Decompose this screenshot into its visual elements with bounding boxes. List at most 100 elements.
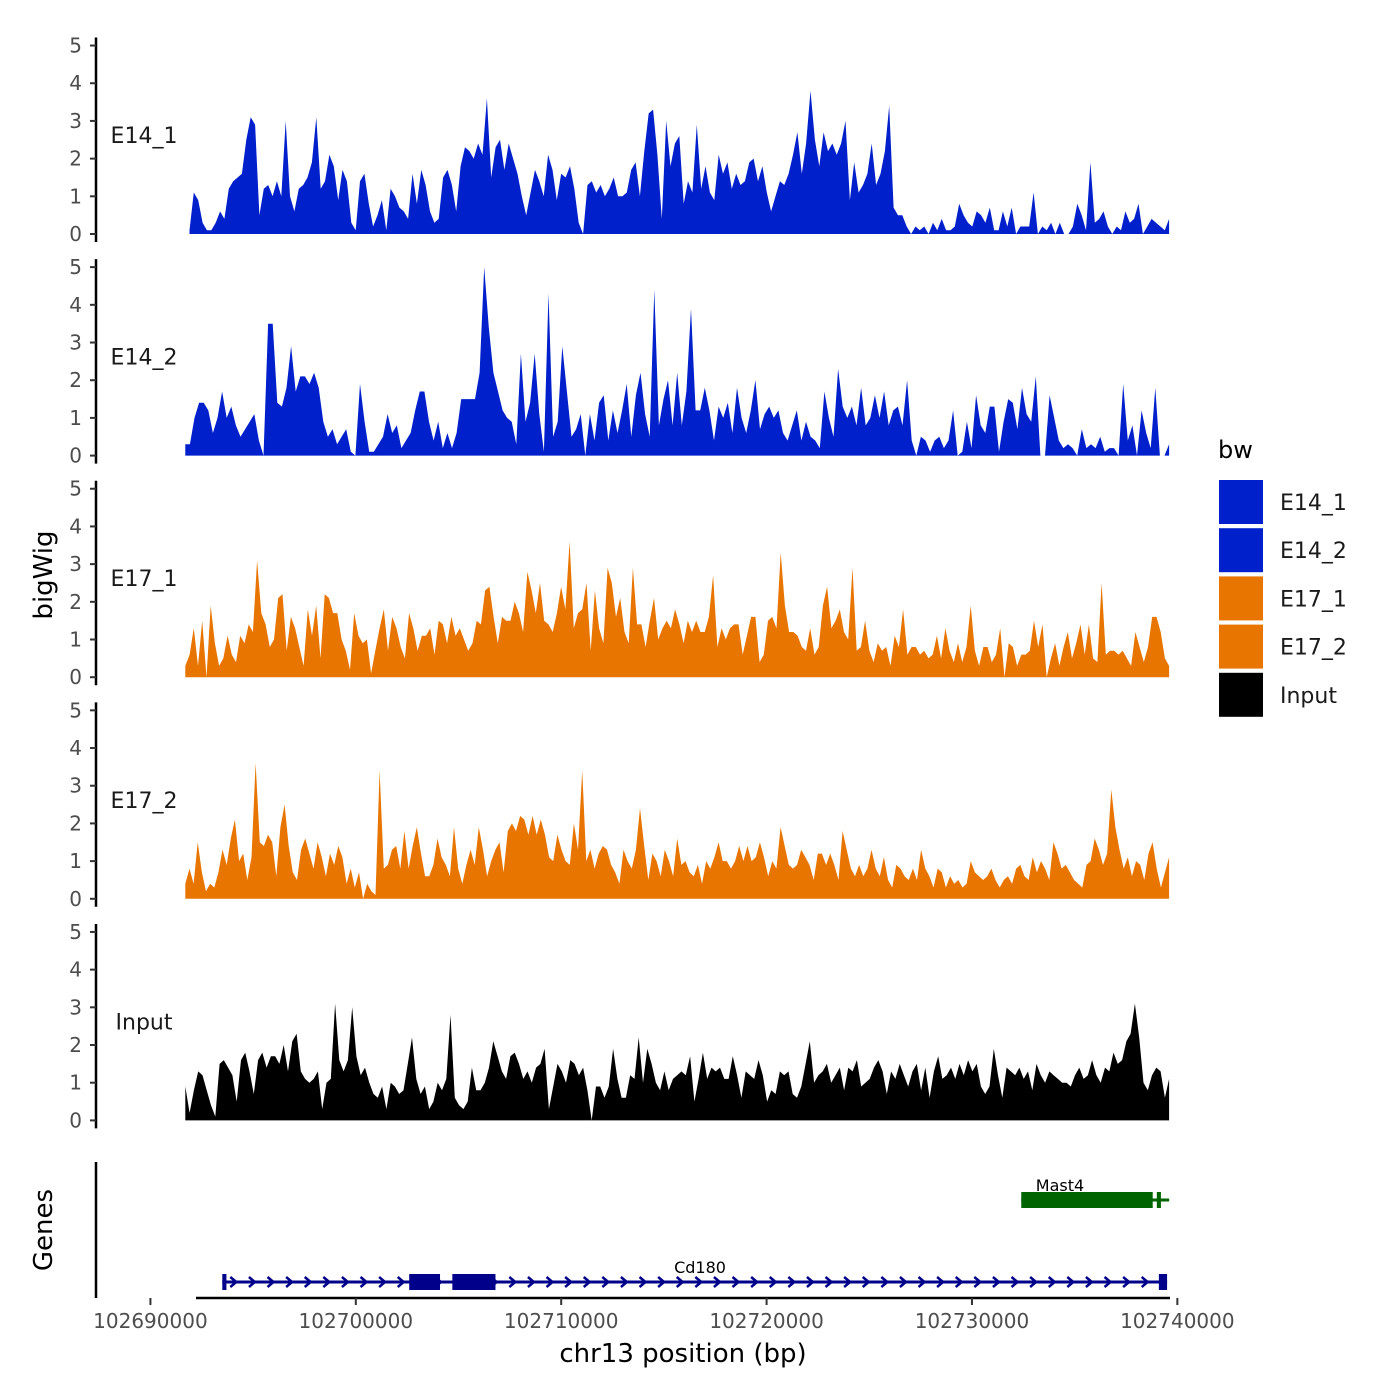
exon-block xyxy=(222,1274,227,1290)
strand-arrow-icon xyxy=(1085,1276,1094,1288)
y-tick-label: 5 xyxy=(69,255,82,279)
strand-arrow-icon xyxy=(564,1276,574,1288)
coverage-area-E17_1 xyxy=(185,541,1170,678)
exon-block xyxy=(409,1274,441,1290)
legend-label: E14_1 xyxy=(1280,491,1347,516)
strand-arrow-icon xyxy=(1066,1276,1076,1288)
gene-models: Cd180 Mast4 xyxy=(222,1176,1170,1290)
strand-arrow-icon xyxy=(620,1276,629,1288)
coverage-area-E14_2 xyxy=(185,267,1170,456)
legend-label: E17_1 xyxy=(1280,587,1347,612)
y-axis-title: bigWig xyxy=(29,530,59,619)
strand-arrow-icon xyxy=(582,1276,592,1288)
legend-item-E17_2: E17_2 xyxy=(1219,624,1347,669)
strand-arrow-icon xyxy=(843,1276,853,1288)
strand-arrow-icon xyxy=(359,1276,369,1288)
legend-label: Input xyxy=(1280,684,1337,709)
y-tick-label: 4 xyxy=(69,736,82,760)
strand-arrow-icon xyxy=(341,1276,350,1288)
y-tick-label: 2 xyxy=(69,811,82,835)
y-tick-label: 3 xyxy=(69,774,82,798)
track-E14_1: 0 1 2 3 4 5 E14_1 xyxy=(69,34,1170,246)
y-tick-label: 4 xyxy=(69,71,82,95)
strand-arrow-icon xyxy=(731,1276,741,1288)
strand-arrow-icon xyxy=(248,1276,257,1288)
gene-label-Mast4: Mast4 xyxy=(1036,1176,1084,1195)
legend-item-E14_2: E14_2 xyxy=(1219,528,1347,573)
track-label-E17_1: E17_1 xyxy=(111,567,178,592)
coverage-area-E14_1 xyxy=(189,90,1170,234)
y-tick-label: 2 xyxy=(69,368,82,392)
strand-arrow-icon xyxy=(527,1276,536,1288)
strand-arrow-icon xyxy=(1029,1276,1039,1288)
legend-item-E17_1: E17_1 xyxy=(1219,576,1347,621)
strand-arrow-icon xyxy=(861,1276,871,1288)
y-tick-label: 4 xyxy=(69,293,82,317)
gene-Mast4: Mast4 xyxy=(1021,1176,1170,1208)
strand-arrow-icon xyxy=(880,1276,890,1288)
gene-Cd180: Cd180 xyxy=(222,1258,1168,1290)
legend-items: E14_1 E14_2 E17_1 E17_2 Input xyxy=(1219,480,1347,717)
legend-swatch xyxy=(1219,528,1263,573)
track-label-E14_1: E14_1 xyxy=(111,124,178,149)
strand-arrow-icon xyxy=(806,1276,815,1288)
strand-arrow-icon xyxy=(899,1276,908,1288)
y-tick-label: 4 xyxy=(69,958,82,982)
y-tick-label: 5 xyxy=(69,920,82,944)
genes-panel: Genes Cd180 Mast4 xyxy=(29,1162,1170,1298)
coverage-area-E17_2 xyxy=(185,763,1170,899)
y-tick-label: 5 xyxy=(69,477,82,501)
strand-arrow-icon xyxy=(396,1276,406,1288)
y-tick-label: 4 xyxy=(69,514,82,538)
y-tick-label: 1 xyxy=(69,1071,82,1095)
strand-arrow-icon xyxy=(303,1276,313,1288)
strand-arrow-icon xyxy=(657,1276,667,1288)
y-tick-label: 2 xyxy=(69,147,82,171)
track-E17_2: 0 1 2 3 4 5 E17_2 xyxy=(69,698,1170,911)
strand-arrow-icon xyxy=(917,1276,927,1288)
y-tick-label: 1 xyxy=(69,849,82,873)
x-axis-title: chr13 position (bp) xyxy=(559,1339,806,1369)
strand-arrow-icon xyxy=(787,1276,797,1288)
legend-item-E14_1: E14_1 xyxy=(1219,480,1347,524)
legend-swatch xyxy=(1219,672,1263,717)
strand-arrow-icon xyxy=(1103,1276,1113,1288)
strand-arrow-icon xyxy=(508,1276,518,1288)
y-tick-label: 0 xyxy=(69,222,82,246)
gene-label-Cd180: Cd180 xyxy=(674,1258,726,1277)
x-tick-label: 102690000 xyxy=(93,1309,208,1333)
exon-block xyxy=(1158,1274,1168,1290)
x-tick-label: 102700000 xyxy=(299,1309,414,1333)
legend-label: E17_2 xyxy=(1280,636,1347,661)
strand-arrow-icon xyxy=(675,1276,685,1288)
y-tick-label: 1 xyxy=(69,628,82,652)
y-tick-label: 2 xyxy=(69,590,82,614)
strand-arrow-icon xyxy=(768,1276,778,1288)
legend-swatch xyxy=(1219,480,1263,524)
track-E17_1: 0 1 2 3 4 5 E17_1 xyxy=(69,477,1170,689)
strand-arrow-icon xyxy=(322,1276,332,1288)
track-label-E17_2: E17_2 xyxy=(111,789,178,814)
track-E14_2: 0 1 2 3 4 5 E14_2 xyxy=(69,255,1170,468)
coverage-tracks: 0 1 2 3 4 5 E14_1 0 1 2 3 4 5 E14_2 0 1 2 3 4 5 E17_1 0 1 2 3 4 5 E… xyxy=(69,34,1170,1132)
y-tick-label: 5 xyxy=(69,34,82,58)
coverage-area-Input xyxy=(185,1003,1170,1121)
x-axis: 102690000 102700000 102710000 102720000 1027… xyxy=(93,1296,1235,1333)
track-Input: 0 1 2 3 4 5 Input xyxy=(69,920,1170,1132)
exon-block xyxy=(1021,1192,1153,1208)
strand-arrow-icon xyxy=(750,1276,760,1288)
y-tick-label: 0 xyxy=(69,1108,82,1132)
y-tick-label: 3 xyxy=(69,109,82,133)
strand-arrow-icon xyxy=(229,1276,239,1288)
strand-arrow-icon xyxy=(713,1276,722,1288)
strand-arrow-icon xyxy=(285,1276,295,1288)
legend: bw E14_1 E14_2 E17_1 E17_2 Input xyxy=(1218,436,1347,717)
y-tick-label: 0 xyxy=(69,444,82,468)
y-tick-label: 3 xyxy=(69,552,82,576)
strand-arrow-icon xyxy=(824,1276,834,1288)
x-tick-label: 102730000 xyxy=(915,1309,1030,1333)
legend-item-Input: Input xyxy=(1219,672,1337,717)
strand-arrow-icon xyxy=(973,1276,983,1288)
strand-arrow-icon xyxy=(1010,1276,1020,1288)
